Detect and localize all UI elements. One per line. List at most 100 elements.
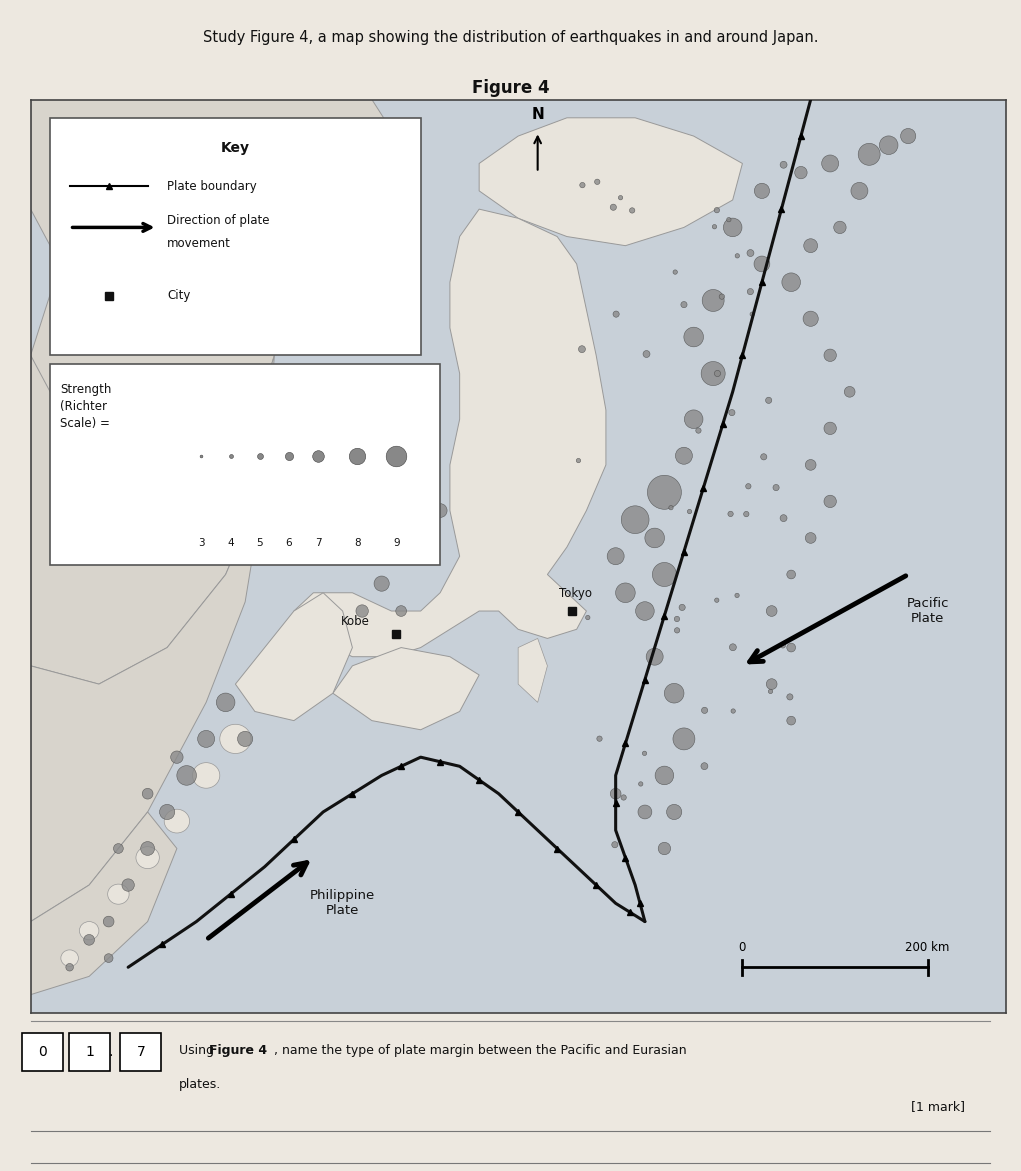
Point — [676, 730, 692, 748]
Point — [775, 636, 791, 655]
Text: [1 mark]: [1 mark] — [911, 1100, 965, 1112]
Point — [676, 295, 692, 314]
Point — [412, 528, 429, 547]
Point — [803, 237, 819, 255]
Circle shape — [193, 762, 220, 788]
Circle shape — [237, 521, 254, 537]
Polygon shape — [294, 210, 605, 657]
Point — [393, 547, 409, 566]
Point — [624, 201, 640, 220]
Point — [393, 602, 409, 621]
Point — [707, 218, 723, 237]
Point — [792, 163, 809, 182]
Text: 8: 8 — [354, 537, 360, 548]
Point — [646, 528, 663, 547]
Point — [374, 574, 390, 593]
Point — [742, 282, 759, 301]
Point — [663, 499, 679, 518]
Point — [704, 364, 721, 383]
Text: Pacific
Plate: Pacific Plate — [907, 597, 949, 625]
Text: plates.: plates. — [179, 1078, 221, 1091]
Point — [783, 711, 799, 730]
Point — [605, 198, 622, 217]
Polygon shape — [479, 118, 742, 246]
Point — [613, 189, 629, 207]
Point — [140, 785, 156, 803]
Point — [768, 478, 784, 497]
Point — [710, 364, 726, 383]
Point — [729, 586, 745, 604]
Point — [310, 446, 327, 465]
Point — [633, 774, 649, 793]
FancyBboxPatch shape — [50, 118, 421, 355]
Point — [690, 422, 707, 440]
Point — [676, 446, 692, 465]
Point — [159, 802, 176, 821]
Point — [580, 608, 596, 626]
Bar — [120, 1034, 161, 1070]
Point — [61, 958, 78, 977]
Point — [657, 840, 673, 858]
Point — [432, 501, 448, 520]
Point — [725, 638, 741, 657]
Point — [591, 730, 607, 748]
Point — [140, 840, 156, 858]
Point — [764, 674, 780, 693]
Circle shape — [80, 922, 99, 940]
Point — [724, 403, 740, 422]
Point — [607, 547, 624, 566]
Circle shape — [243, 491, 266, 513]
Text: 3: 3 — [198, 537, 204, 548]
Point — [822, 155, 838, 173]
Point — [193, 446, 209, 465]
Text: 200 km: 200 km — [906, 940, 950, 954]
Point — [696, 756, 713, 775]
Polygon shape — [31, 263, 275, 484]
Point — [822, 345, 838, 364]
Point — [574, 176, 590, 194]
Text: .: . — [108, 1045, 112, 1059]
Point — [666, 684, 682, 703]
Text: 4: 4 — [228, 537, 234, 548]
Polygon shape — [31, 355, 275, 684]
Text: Study Figure 4, a map showing the distribution of earthquakes in and around Japa: Study Figure 4, a map showing the distri… — [203, 29, 818, 44]
Point — [901, 126, 917, 145]
Point — [198, 730, 214, 748]
Point — [119, 876, 136, 895]
Point — [744, 304, 761, 323]
Point — [354, 602, 371, 621]
Point — [704, 292, 721, 310]
Point — [666, 802, 682, 821]
Point — [714, 287, 730, 306]
Point — [168, 748, 185, 767]
Point — [852, 182, 868, 200]
Point — [179, 766, 195, 785]
Bar — [69, 1034, 110, 1070]
Point — [775, 508, 791, 527]
Text: 0: 0 — [739, 940, 746, 954]
Point — [388, 446, 404, 465]
Text: Eurasian
Plate: Eurasian Plate — [265, 424, 323, 452]
Point — [822, 492, 838, 511]
Point — [574, 340, 590, 358]
Point — [669, 610, 685, 629]
Text: , name the type of plate margin between the Pacific and Eurasian: , name the type of plate margin between … — [274, 1043, 686, 1057]
Point — [783, 638, 799, 657]
Text: Philippine
Plate: Philippine Plate — [310, 889, 376, 917]
Text: Strength
(Richter
Scale) =: Strength (Richter Scale) = — [60, 383, 111, 430]
Text: 9: 9 — [393, 537, 399, 548]
Point — [281, 446, 297, 465]
Point — [636, 744, 652, 762]
Text: 6: 6 — [286, 537, 292, 548]
Polygon shape — [333, 648, 479, 730]
Point — [740, 477, 757, 495]
Text: 5: 5 — [256, 537, 263, 548]
Circle shape — [220, 725, 251, 753]
Text: movement: movement — [167, 238, 231, 251]
Point — [738, 505, 755, 523]
Point — [709, 200, 725, 219]
Text: 7: 7 — [137, 1045, 145, 1059]
Point — [110, 840, 127, 858]
Point — [861, 145, 877, 164]
Circle shape — [136, 847, 159, 869]
